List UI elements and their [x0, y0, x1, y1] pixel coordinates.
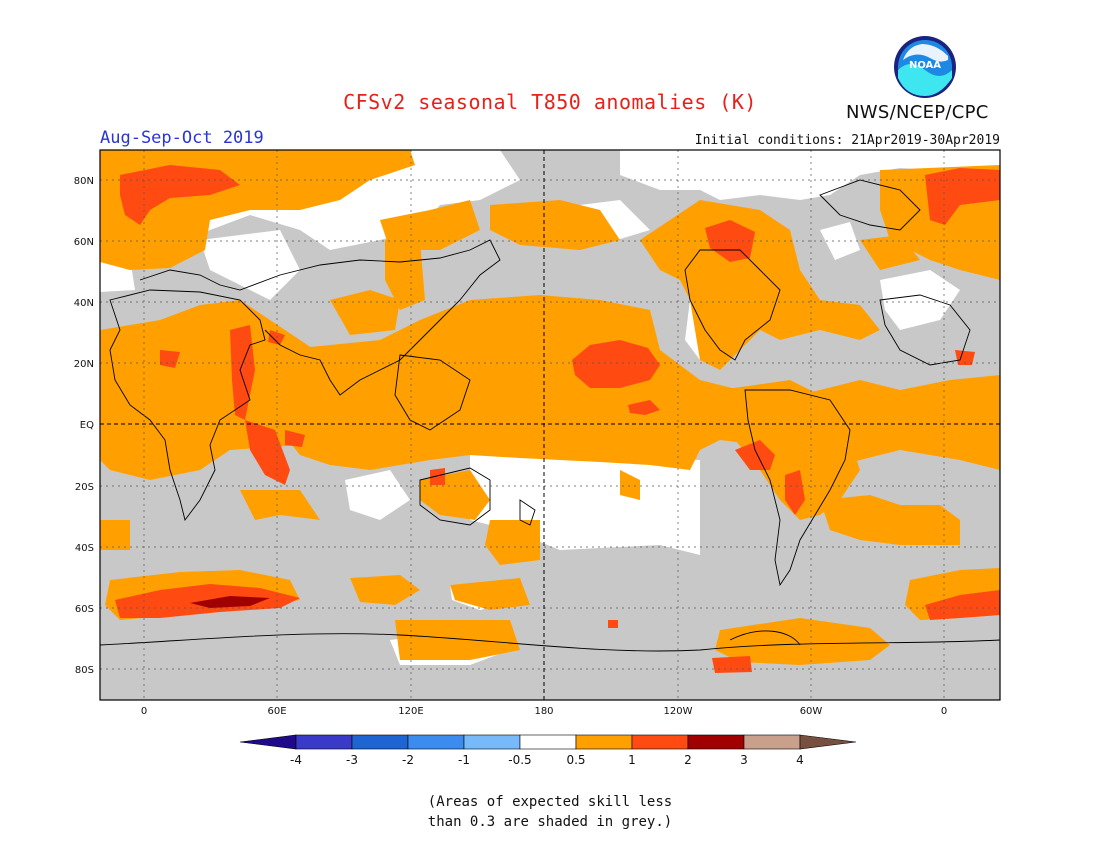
colorbar-swatch	[631, 734, 689, 750]
lat-label: 20S	[75, 482, 94, 493]
equator-dateline	[100, 150, 1000, 700]
skill-note: (Areas of expected skill less than 0.3 a…	[0, 792, 1100, 832]
lon-label: 120E	[398, 706, 423, 717]
lon-label: 60E	[267, 706, 286, 717]
lon-label: 60W	[800, 706, 823, 717]
colorbar-arrow-right	[799, 734, 857, 750]
lat-label: 60N	[74, 237, 94, 248]
colorbar-swatch	[743, 734, 801, 750]
lon-label: 120W	[664, 706, 693, 717]
colorbar-arrow-left	[239, 734, 297, 750]
colorbar-swatch	[575, 734, 633, 750]
warm-anomaly-2-to-3	[190, 596, 270, 608]
longitude-labels: 0 60E 120E 180 120W 60W 0	[141, 706, 947, 717]
skill-note-line: than 0.3 are shaded in grey.)	[427, 814, 673, 830]
lat-label: EQ	[80, 420, 94, 431]
colorbar-label: -4	[290, 753, 302, 767]
colorbar-swatch	[407, 734, 465, 750]
initial-conditions-label: Initial conditions: 21Apr2019-30Apr2019	[694, 133, 1000, 148]
lon-label: 0	[941, 706, 947, 717]
lat-label: 20N	[74, 359, 94, 370]
colorbar-label: -1	[458, 753, 470, 767]
skill-note-line: (Areas of expected skill less	[427, 794, 673, 810]
lat-label: 40S	[75, 543, 94, 554]
gridlines	[100, 150, 1000, 700]
lat-label: 80S	[75, 665, 94, 676]
latitude-labels: 80N 60N 40N 20N EQ 20S 40S 60S 80S	[74, 176, 94, 676]
colorbar-label: -0.5	[508, 753, 531, 767]
season-label: Aug-Sep-Oct 2019	[100, 128, 264, 148]
map-field	[100, 150, 1000, 700]
colorbar	[239, 734, 857, 750]
colorbar-swatch	[687, 734, 745, 750]
colorbar-swatch	[519, 734, 577, 750]
colorbar-swatch	[351, 734, 409, 750]
lat-label: 60S	[75, 604, 94, 615]
colorbar-swatch	[295, 734, 353, 750]
noaa-logo-text: NOAA	[909, 60, 941, 71]
colorbar-label: 1	[628, 753, 636, 767]
agency-label: NWS/NCEP/CPC	[846, 102, 989, 123]
lat-label: 40N	[74, 298, 94, 309]
lon-label: 0	[141, 706, 147, 717]
colorbar-label: -2	[402, 753, 414, 767]
colorbar-labels: -4 -3 -2 -1 -0.5 0.5 1 2 3 4	[290, 753, 804, 767]
colorbar-label: -3	[346, 753, 358, 767]
colorbar-label: 3	[740, 753, 748, 767]
lat-label: 80N	[74, 176, 94, 187]
lon-label: 180	[534, 706, 553, 717]
map-frame	[99, 149, 1001, 701]
coastlines	[99, 179, 1001, 652]
colorbar-swatch	[463, 734, 521, 750]
map-title: CFSv2 seasonal T850 anomalies (K)	[343, 90, 757, 114]
noaa-logo: NOAA	[894, 36, 956, 98]
colorbar-label: 0.5	[566, 753, 585, 767]
colorbar-label: 4	[796, 753, 804, 767]
colorbar-label: 2	[684, 753, 692, 767]
